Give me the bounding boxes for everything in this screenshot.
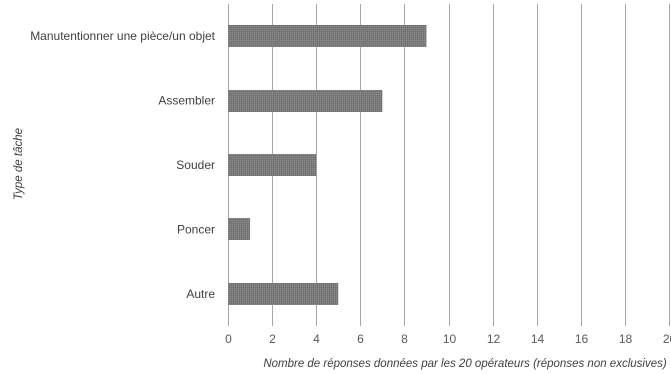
category-labels: Manutentionner une pièce/un objet Assembl… bbox=[30, 29, 215, 301]
x-tick-label: 16 bbox=[575, 332, 589, 346]
x-tick-label: 18 bbox=[619, 332, 633, 346]
x-tick-label: 12 bbox=[487, 332, 501, 346]
bar bbox=[228, 25, 427, 47]
category-label: Assembler bbox=[158, 94, 215, 108]
bar bbox=[228, 90, 383, 112]
y-axis-title: Type de tâche bbox=[13, 128, 25, 200]
category-label: Manutentionner une pièce/un objet bbox=[30, 29, 215, 43]
bars bbox=[228, 25, 427, 305]
x-tick-label: 10 bbox=[443, 332, 457, 346]
x-axis-title: Nombre de réponses données par les 20 op… bbox=[263, 358, 667, 370]
gridlines bbox=[228, 4, 670, 326]
x-tick-label: 2 bbox=[269, 332, 276, 346]
bar bbox=[228, 154, 317, 176]
category-label: Poncer bbox=[177, 222, 215, 236]
x-tick-label: 0 bbox=[225, 332, 232, 346]
category-label: Autre bbox=[186, 287, 215, 301]
bar bbox=[228, 218, 251, 240]
x-tick-label: 20 bbox=[663, 332, 671, 346]
x-tick-label: 8 bbox=[401, 332, 408, 346]
category-label: Souder bbox=[176, 158, 215, 172]
x-tick-labels: 0 2 4 6 8 10 12 14 16 18 20 bbox=[225, 332, 671, 346]
x-tick-label: 4 bbox=[313, 332, 320, 346]
bar bbox=[228, 283, 339, 305]
x-tick-label: 6 bbox=[357, 332, 364, 346]
x-tick-label: 14 bbox=[531, 332, 545, 346]
